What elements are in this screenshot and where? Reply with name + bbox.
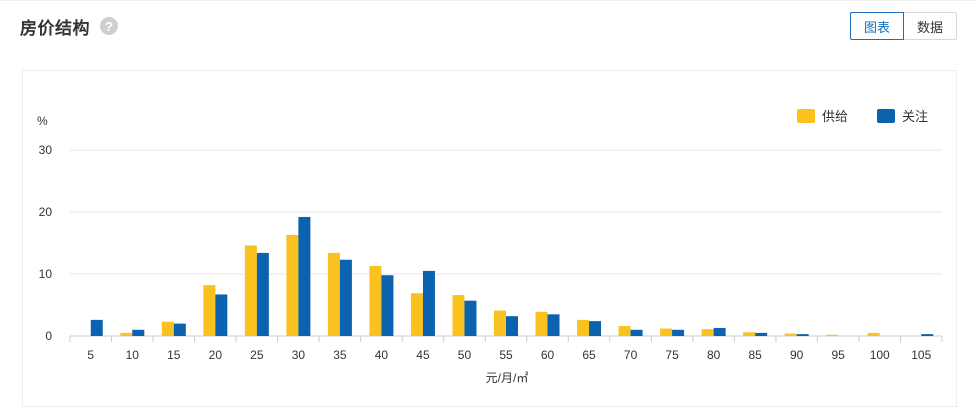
bar-supply[interactable] [120, 332, 133, 336]
x-tick-label: 85 [748, 348, 762, 362]
bar-attention[interactable] [132, 329, 145, 336]
bar-attention[interactable] [921, 334, 934, 336]
bar-supply[interactable] [410, 293, 423, 336]
legend-label[interactable]: 供给 [822, 109, 848, 124]
grid-lines [70, 149, 942, 337]
legend-label[interactable]: 关注 [902, 109, 928, 124]
bar-supply[interactable] [244, 245, 257, 336]
x-tick-label: 50 [458, 348, 472, 362]
x-tick-label: 55 [499, 348, 513, 362]
bar-supply[interactable] [535, 311, 548, 336]
bar-attention[interactable] [464, 300, 477, 336]
bar-supply[interactable] [369, 265, 382, 336]
bar-attention[interactable] [339, 259, 352, 336]
bar-attention[interactable] [630, 329, 643, 336]
bar-supply[interactable] [286, 234, 299, 336]
x-tick-label: 30 [292, 348, 306, 362]
chart-view-button[interactable]: 图表 [849, 12, 904, 40]
bar-attention[interactable] [547, 314, 560, 336]
x-tick-label: 25 [250, 348, 264, 362]
bar-attention[interactable] [381, 275, 394, 336]
view-toggle: 图表 数据 [849, 12, 957, 40]
x-tick-label: 105 [911, 348, 931, 362]
x-tick-label: 20 [209, 348, 223, 362]
chart-panel [22, 70, 957, 407]
y-tick-label: 30 [39, 143, 53, 157]
section-header: 房价结构 ? [20, 12, 118, 40]
legend-swatch[interactable] [877, 109, 895, 123]
x-tick-label: 40 [375, 348, 389, 362]
bar-supply[interactable] [660, 328, 673, 336]
bar-supply[interactable] [161, 321, 174, 336]
x-tick-label: 70 [624, 348, 638, 362]
legend-swatch[interactable] [797, 109, 815, 123]
question-circle-icon[interactable]: ? [100, 17, 118, 35]
bar-attention[interactable] [298, 216, 311, 336]
x-tick-label: 15 [167, 348, 181, 362]
bar-supply[interactable] [577, 319, 590, 336]
bar-attention[interactable] [589, 321, 602, 336]
bar-supply[interactable] [867, 332, 880, 336]
bar-attention[interactable] [713, 327, 726, 336]
x-tick-label: 75 [665, 348, 679, 362]
top-divider [0, 0, 977, 1]
bar-attention[interactable] [506, 316, 518, 336]
section-title: 房价结构 [20, 18, 90, 38]
x-tick-label: 35 [333, 348, 347, 362]
x-tick-label: 95 [832, 348, 846, 362]
x-tick-label: 10 [126, 348, 140, 362]
bar-supply[interactable] [826, 334, 839, 336]
bar-attention[interactable] [256, 252, 269, 336]
bar-supply[interactable] [452, 295, 465, 336]
bar-supply[interactable] [494, 310, 506, 336]
x-tick-label: 5 [87, 348, 94, 362]
x-tick-label: 65 [582, 348, 596, 362]
bar-supply[interactable] [784, 333, 797, 336]
bar-attention[interactable] [90, 319, 103, 336]
bar-attention[interactable] [755, 332, 768, 336]
x-axis-label: 元/月/㎡ [486, 371, 529, 385]
chart-legend: 供给 关注 [797, 109, 928, 124]
x-tick-label: 45 [416, 348, 430, 362]
bar-attention[interactable] [422, 270, 435, 336]
x-tick-label: 60 [541, 348, 555, 362]
y-tick-label: 10 [39, 267, 53, 281]
bar-attention[interactable] [173, 323, 186, 336]
data-view-button[interactable]: 数据 [903, 12, 957, 40]
bar-marks [90, 216, 934, 336]
bar-supply[interactable] [327, 252, 340, 336]
y-tick-label: 0 [45, 329, 52, 343]
bar-supply[interactable] [203, 285, 216, 336]
x-axis: 5 10 15 20 25 30 35 40 45 50 55 60 65 70 75 80 85 90 95 100… [69, 336, 943, 362]
bar-attention[interactable] [796, 334, 809, 336]
x-tick-label: 80 [707, 348, 721, 362]
bar-supply[interactable] [743, 332, 756, 336]
y-axis: 0 10 20 30 [39, 143, 53, 343]
y-tick-label: 20 [39, 205, 53, 219]
bar-supply[interactable] [701, 329, 714, 336]
y-axis-label: % [37, 114, 48, 128]
x-tick-label: 100 [870, 348, 890, 362]
bar-supply[interactable] [618, 326, 631, 336]
x-tick-label: 90 [790, 348, 804, 362]
bar-attention[interactable] [672, 329, 685, 336]
bar-attention[interactable] [215, 294, 228, 336]
